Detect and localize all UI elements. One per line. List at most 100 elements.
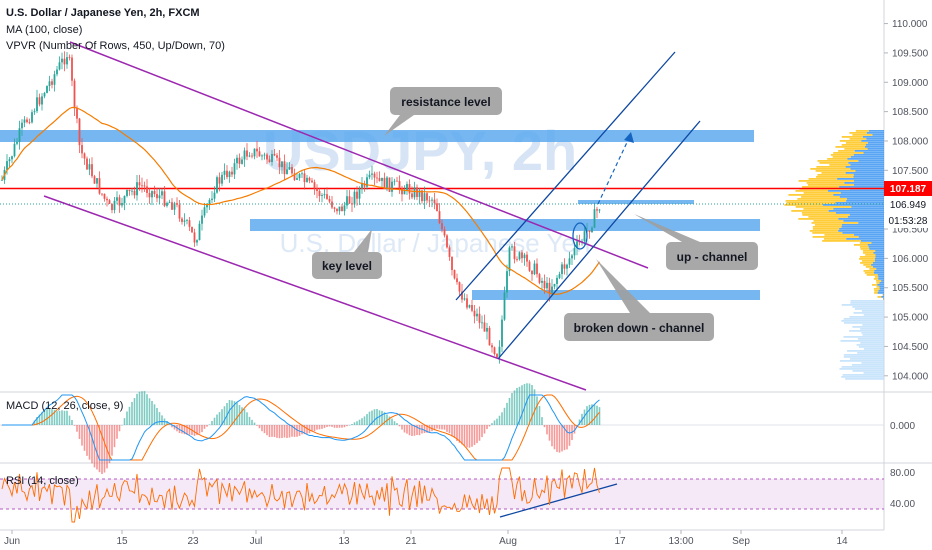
- candle-body: [348, 196, 351, 204]
- candle-body: [198, 223, 201, 241]
- zones-layer: [0, 130, 760, 300]
- macd-hist-bar: [416, 425, 418, 436]
- vp-bar-up: [860, 240, 884, 242]
- macd-hist-bar: [456, 425, 458, 442]
- macd-hist-bar: [216, 414, 218, 425]
- vp-bar-low: [860, 342, 884, 344]
- vp-bar-down: [849, 132, 867, 134]
- macd-pane[interactable]: [0, 383, 884, 475]
- vp-bar-low: [850, 302, 884, 304]
- vp-bar-up: [828, 190, 884, 192]
- candle-body: [453, 270, 456, 279]
- candle-body: [533, 263, 536, 275]
- macd-hist-bar: [241, 407, 243, 425]
- candle-body: [111, 203, 113, 211]
- macd-hist-bar: [171, 425, 173, 428]
- rsi-pane[interactable]: [0, 467, 884, 523]
- macd-hist-bar: [183, 425, 186, 435]
- vp-bar-up: [867, 148, 884, 150]
- vp-bar-down: [844, 148, 868, 150]
- vp-bar-up: [853, 180, 884, 182]
- callout-up-channel[interactable]: up - channel: [634, 214, 758, 270]
- candle-body: [166, 202, 168, 206]
- projection-line[interactable]: [597, 135, 631, 205]
- macd-hist-bar: [396, 423, 398, 425]
- vp-bar-up: [845, 166, 884, 168]
- down-channel-upper[interactable]: [69, 41, 649, 269]
- ma-line[interactable]: [1, 106, 600, 295]
- candle-body: [138, 182, 141, 186]
- rsi-line[interactable]: [1, 467, 600, 523]
- macd-hist-bar: [371, 410, 373, 425]
- vp-bar-down: [786, 202, 836, 204]
- vp-bar-up: [854, 234, 884, 236]
- candle-body: [458, 282, 461, 292]
- price-tick-label: 108.000: [892, 136, 929, 147]
- macd-line[interactable]: [2, 394, 600, 461]
- zone-resistance[interactable]: [0, 130, 754, 142]
- macd-hist-bar: [266, 425, 268, 436]
- macd-hist-bar: [418, 425, 421, 436]
- macd-hist-bar: [316, 425, 318, 430]
- macd-hist-bar: [423, 425, 426, 434]
- macd-hist-bar: [503, 407, 506, 425]
- macd-hist-bar: [553, 425, 556, 450]
- zone-top-small[interactable]: [578, 200, 694, 204]
- candle-body: [473, 310, 476, 317]
- price-tick-label: 105.000: [892, 313, 929, 324]
- candle-body: [158, 195, 161, 199]
- candle-body: [583, 231, 586, 242]
- callout-key-text: key level: [322, 259, 372, 273]
- callout-resistance[interactable]: resistance level: [384, 87, 502, 136]
- candle-body: [428, 200, 431, 202]
- macd-legend[interactable]: MACD (12, 26, close, 9): [6, 400, 123, 412]
- candle-body: [38, 97, 41, 105]
- candle-body: [373, 173, 376, 178]
- macd-hist-bar: [378, 410, 381, 425]
- zone-key-level[interactable]: [250, 219, 760, 231]
- vp-bar-up: [858, 160, 884, 162]
- macd-hist-bar: [298, 425, 301, 436]
- vp-bar-low: [862, 334, 884, 336]
- vp-bar-down: [819, 162, 849, 164]
- breakout-ellipse[interactable]: [572, 222, 588, 250]
- macd-hist-bar: [198, 425, 201, 434]
- macd-hist-bar: [341, 425, 343, 428]
- candle-body: [236, 157, 238, 164]
- macd-hist-bar: [328, 425, 331, 427]
- rsi-trendline[interactable]: [499, 483, 618, 518]
- candle-body: [151, 191, 153, 198]
- price-axis[interactable]: 110.500 110.000 109.500 109.000 108.500 108.0…: [884, 0, 929, 382]
- macd-hist-bar: [351, 424, 353, 425]
- macd-hist-bar: [273, 425, 276, 438]
- macd-hist-bar: [71, 419, 73, 425]
- macd-hist-bar: [111, 425, 113, 456]
- vpvr-legend[interactable]: VPVR (Number Of Rows, 450, Up/Down, 70): [6, 40, 225, 52]
- candle-body: [378, 178, 381, 181]
- callout-key-level[interactable]: key level: [312, 229, 382, 279]
- macd-hist-bar: [226, 403, 228, 425]
- macd-hist-bar: [311, 425, 313, 432]
- macd-hist-bar: [508, 397, 511, 425]
- vp-bar-up: [835, 202, 884, 204]
- up-channel-upper[interactable]: [455, 51, 676, 301]
- up-channel-lower[interactable]: [497, 120, 701, 360]
- vp-bar-low: [843, 322, 884, 324]
- candle-body: [556, 277, 558, 285]
- candle-body: [496, 354, 498, 358]
- macd-hist-bar: [326, 425, 328, 427]
- down-channel-lower[interactable]: [43, 195, 587, 391]
- time-axis[interactable]: Jun 15 23 Jul 13 21 Aug 17 13:00 Sep 14: [4, 530, 848, 547]
- callout-broken-channel[interactable]: broken down - channel: [564, 259, 714, 341]
- rsi-legend[interactable]: RSI (14, close): [6, 475, 79, 487]
- zone-lower[interactable]: [472, 290, 760, 300]
- callout-up-text: up - channel: [677, 250, 748, 264]
- macd-hist-bar: [146, 394, 148, 425]
- macd-hist-bar: [283, 425, 286, 438]
- candle-body: [43, 92, 46, 97]
- vp-bar-down: [882, 294, 884, 296]
- ma-legend[interactable]: MA (100, close): [6, 24, 82, 36]
- vp-bar-up: [873, 272, 884, 274]
- vp-bar-up: [854, 150, 884, 152]
